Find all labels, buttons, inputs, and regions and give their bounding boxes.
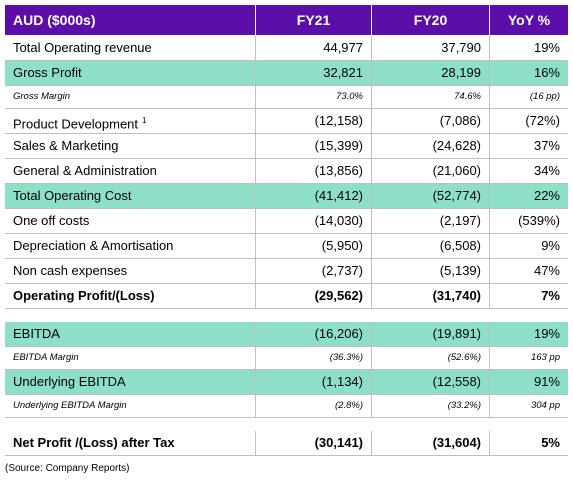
row-fy21: 32,821 [256, 61, 372, 85]
row-fy21: (36.3%) [256, 347, 372, 369]
table-row: Gross Margin 73.0% 74.6% (16 pp) [5, 86, 568, 109]
row-fy20: (24,628) [372, 134, 490, 158]
row-fy21: (1,134) [256, 370, 372, 394]
financial-table: AUD ($000s) FY21 FY20 YoY % Total Operat… [5, 4, 568, 456]
row-label: Underlying EBITDA Margin [5, 395, 256, 417]
row-yoy: 34% [533, 163, 560, 178]
row-label: EBITDA Margin [5, 347, 256, 369]
row-label: Depreciation & Amortisation [5, 234, 256, 258]
row-fy21: (5,950) [256, 234, 372, 258]
row-fy21: 44,977 [256, 36, 372, 60]
row-fy20: (6,508) [372, 234, 490, 258]
row-label: Total Operating Cost [5, 184, 256, 208]
table-row: Total Operating revenue 44,977 37,790 19… [5, 36, 568, 61]
row-yoy: 19% [533, 40, 560, 55]
row-yoy: 163 pp [530, 352, 560, 363]
row-fy20: 28,199 [372, 61, 490, 85]
row-label: One off costs [5, 209, 256, 233]
row-label: Underlying EBITDA [5, 370, 256, 394]
row-yoy: 16% [533, 65, 560, 80]
table-row: EBITDA (16,206) (19,891) 19% [5, 322, 568, 347]
table-row: Gross Profit 32,821 28,199 16% [5, 61, 568, 86]
row-fy20: 74.6% [372, 86, 490, 108]
row-label: Non cash expenses [5, 259, 256, 283]
row-label: Net Profit /(Loss) after Tax [5, 431, 256, 455]
header-yoy: YoY % [507, 12, 551, 28]
row-label: Sales & Marketing [5, 134, 256, 158]
row-fy21: (30,141) [256, 431, 372, 455]
row-yoy: 37% [533, 138, 560, 153]
table-header: AUD ($000s) FY21 FY20 YoY % [5, 4, 568, 36]
row-fy21: (15,399) [256, 134, 372, 158]
table-row: General & Administration (13,856) (21,06… [5, 159, 568, 184]
row-fy20: (33.2%) [372, 395, 490, 417]
header-fy21: FY21 [256, 4, 372, 36]
row-spacer [5, 309, 568, 322]
source-note: (Source: Company Reports) [5, 463, 130, 474]
row-yoy: 19% [533, 326, 560, 341]
row-fy21: (2,737) [256, 259, 372, 283]
row-fy20: (52.6%) [372, 347, 490, 369]
row-yoy: (72%) [525, 113, 560, 128]
row-label: Product Development 1 [5, 109, 256, 133]
row-label: General & Administration [5, 159, 256, 183]
table-row: Non cash expenses (2,737) (5,139) 47% [5, 259, 568, 284]
table-row: Underlying EBITDA (1,134) (12,558) 91% [5, 370, 568, 395]
row-fy20: 37,790 [372, 36, 490, 60]
row-fy21: (13,856) [256, 159, 372, 183]
row-fy21: (12,158) [256, 109, 372, 133]
row-yoy: 7% [541, 288, 560, 303]
row-fy20: (21,060) [372, 159, 490, 183]
header-fy20: FY20 [372, 4, 490, 36]
row-fy20: (31,604) [372, 431, 490, 455]
row-fy21: (29,562) [256, 284, 372, 308]
row-yoy: 5% [541, 435, 560, 450]
row-yoy: (539%) [518, 213, 560, 228]
table-row: Underlying EBITDA Margin (2.8%) (33.2%) … [5, 395, 568, 418]
row-yoy: 22% [533, 188, 560, 203]
table-row: Product Development 1 (12,158) (7,086) (7… [5, 109, 568, 134]
row-label: Gross Profit [5, 61, 256, 85]
row-fy20: (5,139) [372, 259, 490, 283]
table-row: Sales & Marketing (15,399) (24,628) 37% [5, 134, 568, 159]
table-row: One off costs (14,030) (2,197) (539%) [5, 209, 568, 234]
row-fy20: (52,774) [372, 184, 490, 208]
row-yoy: 91% [533, 374, 560, 389]
row-fy21: (41,412) [256, 184, 372, 208]
row-fy20: (7,086) [372, 109, 490, 133]
row-fy20: (19,891) [372, 322, 490, 346]
row-yoy: 304 pp [530, 400, 560, 411]
row-fy20: (31,740) [372, 284, 490, 308]
table-row: Operating Profit/(Loss) (29,562) (31,740… [5, 284, 568, 309]
table-row: EBITDA Margin (36.3%) (52.6%) 163 pp [5, 347, 568, 370]
row-label: Operating Profit/(Loss) [5, 284, 256, 308]
table-row: Depreciation & Amortisation (5,950) (6,5… [5, 234, 568, 259]
row-label-text: Product Development [13, 116, 139, 132]
row-yoy: 9% [541, 238, 560, 253]
footnote-marker: 1 [142, 116, 147, 125]
row-label: Gross Margin [5, 86, 256, 108]
row-yoy: 47% [533, 263, 560, 278]
row-spacer [5, 418, 568, 431]
row-fy21: 73.0% [256, 86, 372, 108]
row-label: EBITDA [5, 322, 256, 346]
row-fy20: (12,558) [372, 370, 490, 394]
row-yoy: (16 pp) [529, 91, 560, 102]
row-fy21: (14,030) [256, 209, 372, 233]
header-label: AUD ($000s) [5, 4, 256, 36]
row-fy20: (2,197) [372, 209, 490, 233]
row-label: Total Operating revenue [5, 36, 256, 60]
table-row: Total Operating Cost (41,412) (52,774) 2… [5, 184, 568, 209]
table-row: Net Profit /(Loss) after Tax (30,141) (3… [5, 431, 568, 456]
row-fy21: (16,206) [256, 322, 372, 346]
row-fy21: (2.8%) [256, 395, 372, 417]
